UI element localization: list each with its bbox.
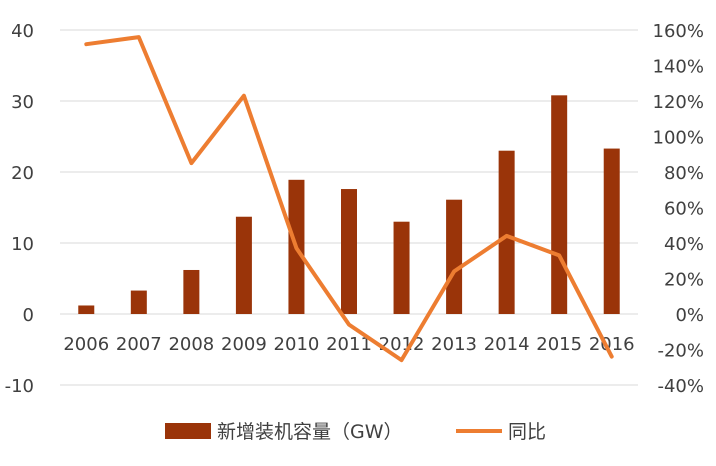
x-tick-label: 2008 [168, 334, 214, 355]
bar-2015 [551, 95, 568, 314]
bar-2006 [78, 305, 95, 314]
x-tick-label: 2009 [221, 334, 267, 355]
line-series [84, 35, 614, 363]
bar-2011 [341, 189, 357, 314]
right-axis-tick-label: -40% [657, 376, 704, 397]
x-tick-label: 2014 [484, 334, 530, 355]
x-axis-labels: 2006 2007 2008 2009 2010 2011 2012 2013 2014 2015… [63, 334, 634, 355]
right-axis-tick-label: 100% [653, 128, 704, 149]
right-axis-tick-label: 60% [664, 199, 704, 220]
right-axis-tick-label: 40% [664, 234, 704, 255]
bar-2012 [393, 221, 410, 314]
x-tick-label: 2015 [536, 334, 582, 355]
right-axis-tick-label: 0% [675, 305, 704, 326]
left-axis-tick-label: 40 [11, 21, 34, 42]
bar-series [78, 95, 620, 314]
right-axis-tick-label: 120% [653, 92, 704, 113]
bar-2013 [446, 199, 463, 314]
x-tick-label: 2007 [116, 334, 162, 355]
x-tick-label: 2013 [431, 334, 477, 355]
bar-2016 [603, 148, 620, 314]
bar-2014 [498, 150, 515, 314]
right-axis-tick-label: 160% [653, 21, 704, 42]
legend-line-label: 同比 [508, 421, 546, 443]
legend-bar-swatch [165, 423, 211, 439]
legend: 新增装机容量（GW） 同比 [165, 421, 546, 443]
yoy-line [84, 35, 614, 363]
bar-2009 [235, 216, 252, 314]
x-tick-label: 2012 [379, 334, 425, 355]
x-tick-label: 2010 [274, 334, 320, 355]
right-axis-tick-label: 140% [653, 57, 704, 78]
bar-2007 [130, 290, 147, 314]
x-tick-label: 2006 [63, 334, 109, 355]
left-axis-tick-label: -10 [5, 376, 34, 397]
right-axis-tick-label: 20% [664, 270, 704, 291]
left-axis-tick-label: 20 [11, 163, 34, 184]
right-axis-tick-label: -20% [657, 341, 704, 362]
left-axis: -10 0 10 20 30 40 [5, 21, 34, 397]
left-axis-tick-label: 30 [11, 92, 34, 113]
left-axis-tick-label: 10 [11, 234, 34, 255]
right-axis: -40% -20% 0% 20% 40% 60% 80% 100% 120% 140% 160% [653, 21, 704, 397]
right-axis-tick-label: 80% [664, 163, 704, 184]
x-tick-label: 2016 [589, 334, 635, 355]
bar-2008 [183, 269, 200, 314]
left-axis-tick-label: 0 [23, 305, 34, 326]
x-tick-label: 2011 [326, 334, 372, 355]
legend-bar-label: 新增装机容量（GW） [217, 421, 403, 443]
